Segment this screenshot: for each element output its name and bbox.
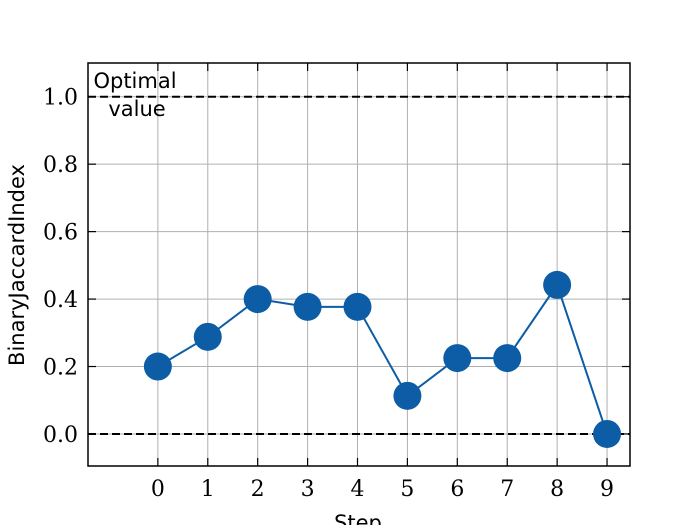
marker <box>393 381 422 410</box>
x-tick-label: 7 <box>500 477 514 502</box>
x-tick-label: 1 <box>201 477 215 502</box>
marker <box>243 285 272 314</box>
marker <box>343 292 372 321</box>
y-tick-label: 0.6 <box>43 221 78 246</box>
marker <box>293 292 322 321</box>
x-tick-label: 2 <box>251 477 265 502</box>
x-tick-label: 4 <box>351 477 365 502</box>
annotation: value <box>108 97 165 121</box>
x-tick-label: 0 <box>151 477 165 502</box>
y-tick-label: 0.0 <box>43 423 78 448</box>
x-tick-label: 5 <box>400 477 414 502</box>
y-tick-label: 1.0 <box>43 86 78 111</box>
y-tick-label: 0.4 <box>43 288 78 313</box>
y-tick-label: 0.8 <box>43 153 78 178</box>
marker <box>193 322 222 351</box>
marker <box>593 419 622 448</box>
x-tick-label: 8 <box>550 477 564 502</box>
line <box>157 282 608 435</box>
marker <box>143 352 172 381</box>
annotation: Optimal <box>93 69 176 93</box>
x-axis-label: Step <box>334 511 382 525</box>
marker <box>443 344 472 373</box>
x-tick-label: 3 <box>301 477 315 502</box>
marker <box>493 344 522 373</box>
y-tick-label: 0.2 <box>43 356 78 381</box>
x-tick-label: 6 <box>450 477 464 502</box>
x-tick-label: 9 <box>600 477 614 502</box>
plot-frame <box>87 62 631 467</box>
marker <box>543 270 572 299</box>
y-axis-label: BinaryJaccardIndex <box>5 164 29 366</box>
